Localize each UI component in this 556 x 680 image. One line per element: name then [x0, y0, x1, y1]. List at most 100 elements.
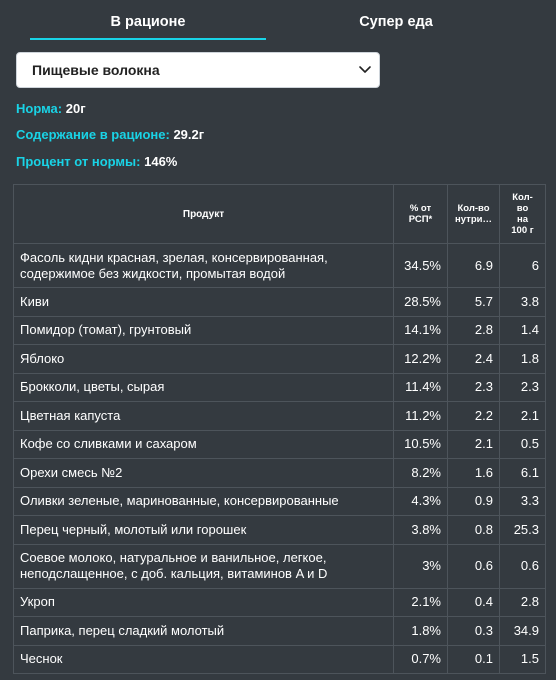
nutrient-select[interactable]: Пищевые волокна: [16, 52, 380, 88]
table-row: Чеснок 0.7% 0.1 1.5: [13, 644, 546, 674]
product-name: Чеснок: [13, 644, 394, 674]
percent-label: Процент от нормы:: [16, 154, 141, 169]
percent-rsp: 0.7%: [393, 644, 448, 674]
percent-value: 146%: [144, 154, 178, 169]
header-percent-line-1: % от: [409, 203, 432, 214]
table-row: Яблоко 12.2% 2.4 1.8: [13, 344, 546, 374]
product-name: Яблоко: [13, 344, 394, 374]
amount-per-100g: 6: [499, 243, 546, 288]
nutrient-amount: 2.4: [447, 344, 500, 374]
table-row: Киви 28.5% 5.7 3.8: [13, 287, 546, 317]
amount-per-100g: 0.5: [499, 429, 546, 459]
percent-rsp: 14.1%: [393, 315, 448, 345]
nutrient-amount: 0.1: [447, 644, 500, 674]
table-row: Перец черный, молотый или горошек 3.8% 0…: [13, 515, 546, 545]
percent-rsp: 2.1%: [393, 587, 448, 617]
percent-rsp: 8.2%: [393, 458, 448, 488]
product-name: Паприка, перец сладкий молотый: [13, 616, 394, 646]
nutrient-amount: 2.1: [447, 429, 500, 459]
nutrient-amount: 2.3: [447, 372, 500, 402]
table-row: Оливки зеленые, маринованные, консервиро…: [13, 486, 546, 516]
product-name: Орехи смесь №2: [13, 458, 394, 488]
table-header-row: Продукт % от РСП* Кол-во нутри… Кол- во …: [13, 184, 546, 244]
amount-per-100g: 1.5: [499, 644, 546, 674]
nutrient-select-value: Пищевые волокна: [32, 62, 160, 78]
percent-rsp: 4.3%: [393, 486, 448, 516]
product-name: Соевое молоко, натуральное и ванильное, …: [13, 543, 394, 589]
header-amount-line-1: Кол-во: [457, 203, 490, 214]
tab-super-food[interactable]: Супер еда: [359, 14, 433, 30]
nutrient-amount: 2.2: [447, 401, 500, 431]
header-product[interactable]: Продукт: [13, 184, 394, 244]
amount-per-100g: 1.4: [499, 315, 546, 345]
table-row: Паприка, перец сладкий молотый 1.8% 0.3 …: [13, 616, 546, 646]
percent-stat: Процент от нормы: 146%: [16, 154, 177, 169]
norm-stat: Норма: 20г: [16, 101, 86, 116]
table-row: Помидор (томат), грунтовый 14.1% 2.8 1.4: [13, 315, 546, 345]
header-per100-line-1: Кол-: [512, 192, 533, 203]
product-name: Киви: [13, 287, 394, 317]
header-per100-line-3: на: [516, 214, 529, 225]
header-amount-line-2: нутри…: [455, 214, 492, 225]
header-nutrient-amount[interactable]: Кол-во нутри…: [447, 184, 500, 244]
norm-value: 20г: [65, 101, 86, 116]
product-name: Перец черный, молотый или горошек: [13, 515, 394, 545]
amount-per-100g: 3.8: [499, 287, 546, 317]
nutrient-amount: 2.8: [447, 315, 500, 345]
table-row: Цветная капуста 11.2% 2.2 2.1: [13, 401, 546, 431]
amount-per-100g: 3.3: [499, 486, 546, 516]
table-row: Укроп 2.1% 0.4 2.8: [13, 587, 546, 617]
nutrient-amount: 0.8: [447, 515, 500, 545]
percent-rsp: 34.5%: [393, 243, 448, 288]
header-amount-per-100g[interactable]: Кол- во на 100 г: [499, 184, 546, 244]
percent-rsp: 10.5%: [393, 429, 448, 459]
product-name: Кофе со сливками и сахаром: [13, 429, 394, 459]
header-per100-line-2: во: [516, 203, 529, 214]
product-name: Оливки зеленые, маринованные, консервиро…: [13, 486, 394, 516]
percent-rsp: 1.8%: [393, 616, 448, 646]
tab-in-diet[interactable]: В рационе: [110, 14, 186, 30]
table-row: Соевое молоко, натуральное и ванильное, …: [13, 543, 546, 589]
amount-per-100g: 2.3: [499, 372, 546, 402]
table-row: Кофе со сливками и сахаром 10.5% 2.1 0.5: [13, 429, 546, 459]
amount-per-100g: 2.8: [499, 587, 546, 617]
product-name: Брокколи, цветы, сырая: [13, 372, 394, 402]
amount-per-100g: 34.9: [499, 616, 546, 646]
content-label: Содержание в рационе:: [16, 127, 170, 142]
percent-rsp: 11.4%: [393, 372, 448, 402]
active-tab-indicator: [30, 38, 266, 40]
table-row: Брокколи, цветы, сырая 11.4% 2.3 2.3: [13, 372, 546, 402]
percent-rsp: 3.8%: [393, 515, 448, 545]
products-table: Продукт % от РСП* Кол-во нутри… Кол- во …: [13, 184, 546, 674]
table-row: Орехи смесь №2 8.2% 1.6 6.1: [13, 458, 546, 488]
chevron-down-icon: [359, 66, 371, 73]
header-percent-rsp[interactable]: % от РСП*: [393, 184, 448, 244]
header-per100-line-4: 100 г: [511, 225, 534, 236]
product-name: Цветная капуста: [13, 401, 394, 431]
content-value: 29.2г: [173, 127, 205, 142]
product-name: Фасоль кидни красная, зрелая, консервиро…: [13, 243, 394, 288]
percent-rsp: 28.5%: [393, 287, 448, 317]
percent-rsp: 12.2%: [393, 344, 448, 374]
header-percent-line-2: РСП*: [408, 214, 433, 225]
nutrient-amount: 0.4: [447, 587, 500, 617]
nutrient-amount: 0.3: [447, 616, 500, 646]
norm-label: Норма:: [16, 101, 63, 116]
tab-bar: В рационе Супер еда: [0, 0, 556, 42]
content-stat: Содержание в рационе: 29.2г: [16, 127, 204, 142]
product-name: Укроп: [13, 587, 394, 617]
percent-rsp: 11.2%: [393, 401, 448, 431]
amount-per-100g: 2.1: [499, 401, 546, 431]
nutrient-amount: 5.7: [447, 287, 500, 317]
amount-per-100g: 25.3: [499, 515, 546, 545]
table-row: Фасоль кидни красная, зрелая, консервиро…: [13, 243, 546, 288]
nutrient-amount: 6.9: [447, 243, 500, 288]
nutrient-amount: 0.6: [447, 543, 500, 589]
amount-per-100g: 1.8: [499, 344, 546, 374]
percent-rsp: 3%: [393, 543, 448, 589]
amount-per-100g: 0.6: [499, 543, 546, 589]
nutrient-amount: 1.6: [447, 458, 500, 488]
amount-per-100g: 6.1: [499, 458, 546, 488]
product-name: Помидор (томат), грунтовый: [13, 315, 394, 345]
nutrient-amount: 0.9: [447, 486, 500, 516]
